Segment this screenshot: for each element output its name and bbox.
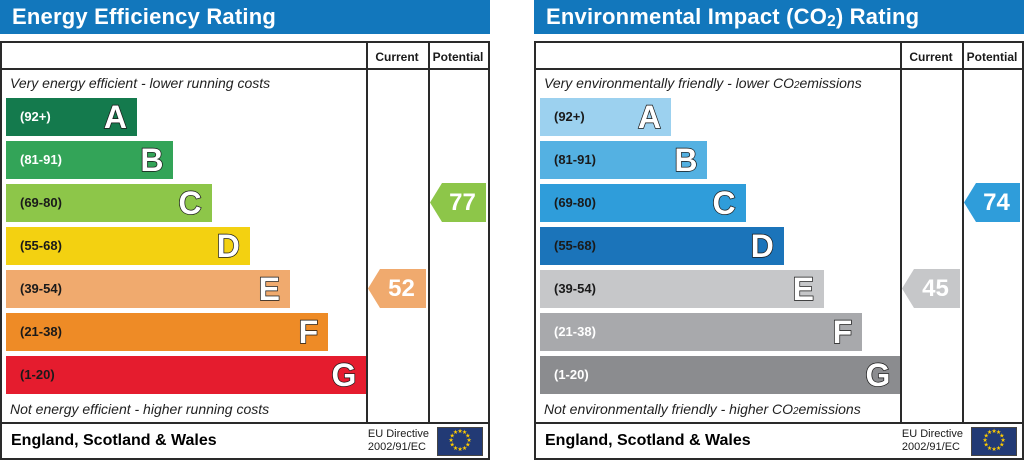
top-caption-text: Very energy efficient - lower running co…	[10, 74, 271, 91]
top-caption: Very environmentally friendly - lower CO…	[536, 70, 900, 95]
band-letter: A	[103, 98, 128, 135]
bottom-caption-text: Not energy efficient - higher running co…	[10, 401, 270, 417]
current-column-header: Current	[375, 49, 419, 64]
region-label: England, Scotland & Wales	[11, 432, 217, 449]
band-range-label: (39-54)	[554, 281, 596, 296]
band-range-label: (39-54)	[20, 281, 62, 296]
bottom-caption-subscript: 2	[793, 406, 799, 417]
band-range-label: (92+)	[20, 109, 51, 124]
band-letter: B	[674, 141, 699, 178]
bottom-caption: Not environmentally friendly - higher CO…	[536, 396, 900, 422]
band-range-label: (81-91)	[554, 152, 596, 167]
eu-directive-line1: EU Directive	[901, 427, 963, 440]
band-letter: F	[832, 313, 853, 350]
chart-title-text-end: ) Rating	[835, 4, 920, 29]
current-rating-marker: 45	[902, 269, 960, 308]
chart-title: Energy Efficiency Rating	[0, 0, 490, 34]
band-letter: D	[216, 227, 241, 264]
chart-title-text: Energy Efficiency Rating	[12, 4, 276, 29]
energy-efficiency-chart: Energy Efficiency Rating Current Potenti…	[0, 0, 490, 460]
band-e: (39-54) E	[6, 269, 290, 308]
band-a: (92+) A	[540, 97, 672, 136]
rating-table: Current Potential Very environmentally f…	[534, 41, 1024, 460]
band-a: (92+) A	[6, 97, 138, 136]
bottom-caption: Not energy efficient - higher running co…	[2, 396, 366, 422]
potential-rating-value: 74	[983, 188, 1010, 216]
band-range-label: (21-38)	[20, 324, 62, 339]
band-letter: G	[331, 356, 357, 393]
column-divider	[428, 43, 488, 422]
band-f: (21-38) F	[6, 312, 329, 351]
eu-directive-line2: 2002/91/EC	[367, 441, 426, 453]
chart-title-subscript: 2	[827, 13, 836, 30]
band-letter: G	[865, 356, 891, 393]
column-divider	[366, 43, 428, 422]
band-range-label: (1-20)	[554, 367, 589, 382]
bottom-caption-text-end: emissions	[798, 401, 861, 417]
column-divider	[900, 43, 962, 422]
band-letter: F	[298, 313, 319, 350]
band-b: (81-91) B	[540, 140, 708, 179]
band-letter: E	[792, 270, 815, 307]
eu-directive-label: EU Directive 2002/91/EC	[368, 428, 429, 454]
band-range-label: (55-68)	[20, 238, 62, 253]
band-range-label: (1-20)	[20, 367, 55, 382]
chart-title-text: Environmental Impact (CO	[546, 4, 828, 29]
potential-rating-marker: 77	[430, 183, 486, 222]
eu-directive-label: EU Directive 2002/91/EC	[902, 428, 963, 454]
current-rating-value: 45	[922, 274, 949, 302]
band-g: (1-20) G	[6, 355, 367, 394]
chart-title: Environmental Impact (CO 2) Rating	[534, 0, 1024, 34]
band-g: (1-20) G	[540, 355, 901, 394]
top-caption: Very energy efficient - lower running co…	[2, 70, 366, 95]
band-b: (81-91) B	[6, 140, 174, 179]
potential-column-header: Potential	[432, 49, 484, 64]
band-range-label: (55-68)	[554, 238, 596, 253]
eu-flag: ★ ★ ★ ★ ★ ★ ★ ★ ★ ★ ★ ★	[437, 426, 483, 456]
top-caption-text: Very environmentally friendly - lower CO	[544, 74, 795, 91]
current-column-header: Current	[909, 49, 953, 64]
band-range-label: (92+)	[554, 109, 585, 124]
band-d: (55-68) D	[6, 226, 250, 265]
band-letter: D	[750, 227, 775, 264]
potential-rating-marker: 74	[964, 183, 1020, 222]
band-e: (39-54) E	[540, 269, 824, 308]
band-letter: C	[712, 184, 737, 221]
potential-column-header: Potential	[966, 49, 1018, 64]
band-letter: C	[178, 184, 203, 221]
eu-directive-line1: EU Directive	[367, 427, 429, 440]
top-caption-subscript: 2	[794, 79, 800, 91]
band-c: (69-80) C	[540, 183, 746, 222]
current-rating-value: 52	[388, 274, 415, 302]
bottom-caption-text: Not environmentally friendly - higher CO	[544, 401, 793, 417]
band-range-label: (69-80)	[554, 195, 596, 210]
band-c: (69-80) C	[6, 183, 212, 222]
band-letter: B	[140, 141, 165, 178]
environmental-impact-chart: Environmental Impact (CO 2) Rating Curren…	[534, 0, 1024, 460]
current-rating-marker: 52	[368, 269, 426, 308]
band-range-label: (21-38)	[554, 324, 596, 339]
chart-footer: England, Scotland & Wales EU Directive 2…	[2, 422, 488, 458]
band-f: (21-38) F	[540, 312, 863, 351]
band-range-label: (69-80)	[20, 195, 62, 210]
band-range-label: (81-91)	[20, 152, 62, 167]
potential-rating-value: 77	[449, 188, 476, 216]
band-letter: E	[258, 270, 281, 307]
chart-footer: England, Scotland & Wales EU Directive 2…	[536, 422, 1022, 458]
eu-directive-line2: 2002/91/EC	[901, 441, 960, 453]
band-d: (55-68) D	[540, 226, 784, 265]
region-label: England, Scotland & Wales	[545, 432, 751, 449]
eu-flag: ★ ★ ★ ★ ★ ★ ★ ★ ★ ★ ★ ★	[971, 426, 1017, 456]
column-divider	[962, 43, 1022, 422]
band-letter: A	[637, 98, 662, 135]
top-caption-text-end: emissions	[799, 74, 862, 91]
rating-table: Current Potential Very energy efficient …	[0, 41, 490, 460]
